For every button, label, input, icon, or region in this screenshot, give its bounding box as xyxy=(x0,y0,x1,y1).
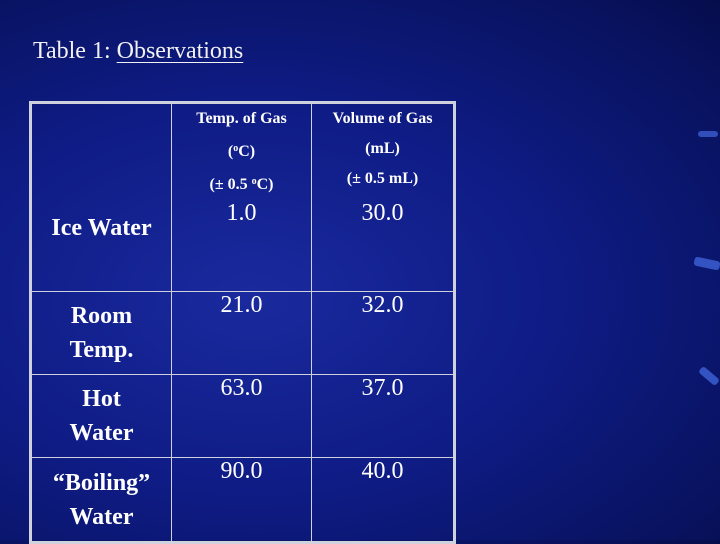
temp-value: 21.0 xyxy=(171,291,312,375)
header-line: (± 0.5 mL) xyxy=(346,170,419,187)
temp-value: 90.0 xyxy=(171,457,312,543)
table-row: Ice Water 1.0 30.0 xyxy=(30,200,455,292)
table-row: Hot Water 63.0 37.0 xyxy=(30,374,455,458)
volume-value: 40.0 xyxy=(361,458,404,484)
header-temp-of-gas: Temp. of Gas (oC) (± 0.5 oC) xyxy=(171,102,312,200)
observations-table: Temp. of Gas (oC) (± 0.5 oC) Volume of G… xyxy=(29,101,456,544)
decorative-accent-bar xyxy=(693,256,720,271)
header-line: (mL) xyxy=(365,140,400,157)
row-label: Hot Water xyxy=(30,374,172,458)
header-line: (oC) xyxy=(227,143,256,160)
row-label: Room Temp. xyxy=(30,291,172,375)
temp-value: 1.0 xyxy=(171,200,312,292)
header-line: (± 0.5 oC) xyxy=(209,176,274,193)
volume-value: 37.0 xyxy=(311,374,455,458)
header-line: Temp. of Gas xyxy=(196,110,287,127)
title-underlined: Observations xyxy=(116,38,244,64)
title-prefix: Table 1: xyxy=(33,38,117,64)
table-header-row: Temp. of Gas (oC) (± 0.5 oC) Volume of G… xyxy=(30,102,455,201)
row-label: “Boiling” Water xyxy=(30,457,172,543)
volume-value: 30.0 xyxy=(311,200,455,292)
header-volume-of-gas: Volume of Gas (mL) (± 0.5 mL) xyxy=(312,103,455,201)
decorative-accent-bar xyxy=(698,365,720,387)
row-label: Ice Water xyxy=(30,200,172,292)
volume-value: 32.0 xyxy=(311,291,455,375)
temp-value: 63.0 xyxy=(171,374,312,458)
slide-title: Table 1: Observations xyxy=(33,38,243,65)
header-corner-cell xyxy=(30,102,172,200)
header-line: Volume of Gas xyxy=(332,110,433,127)
table-row: “Boiling” Water 90.0 40.0 xyxy=(30,457,455,543)
table-row: Room Temp. 21.0 32.0 xyxy=(30,291,455,375)
decorative-accent-bar xyxy=(698,131,718,137)
